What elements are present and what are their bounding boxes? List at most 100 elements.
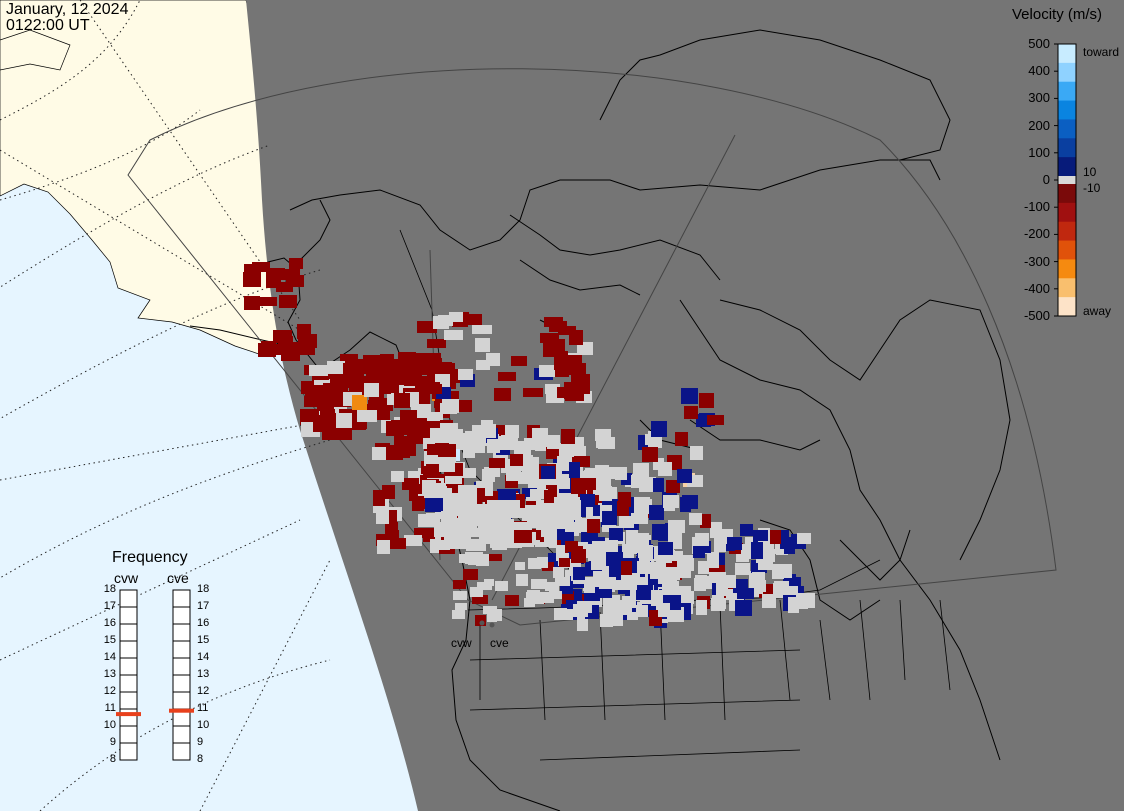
scatter-cell [668, 520, 685, 533]
scatter-cell [555, 577, 570, 586]
scatter-cell [463, 569, 478, 580]
scatter-cell [569, 462, 580, 478]
scatter-cell [486, 353, 500, 366]
scatter-cell [557, 456, 572, 472]
scatter-cell [699, 393, 714, 408]
colorbar-tick-label: 400 [1028, 63, 1050, 79]
scatter-cell [621, 561, 632, 575]
scatter-cell [528, 558, 541, 569]
scatter-cell [334, 428, 352, 440]
scatter-cell [615, 467, 627, 480]
radar-site-marker [489, 622, 495, 628]
frequency-tick-label: 18 [103, 583, 116, 595]
colorbar-swatch-zero [1058, 176, 1076, 184]
scatter-cell [541, 466, 555, 479]
scatter-cell [286, 275, 304, 287]
scatter-cell [448, 429, 463, 443]
scatter-cell [571, 478, 586, 494]
scatter-cell [762, 594, 776, 608]
scatter-cell [391, 471, 404, 482]
scatter-cell [404, 535, 422, 546]
scatter-cell [462, 314, 482, 325]
scatter-cell [452, 610, 465, 619]
scatter-cell [559, 558, 570, 567]
frequency-tick-label: 15 [103, 634, 116, 646]
scatter-cell [525, 505, 542, 518]
scatter-cell [510, 454, 523, 466]
scatter-cell [472, 325, 492, 334]
scatter-cell [696, 600, 707, 615]
scatter-cell [491, 609, 502, 621]
scatter-cell [609, 528, 623, 541]
colorbar-swatch-away [1058, 184, 1076, 204]
scatter-cell [631, 513, 648, 524]
scatter-cell [392, 368, 408, 383]
scatter-cell [492, 537, 507, 550]
site-label-cve: cve [490, 636, 509, 650]
scatter-cell [427, 358, 442, 368]
scatter-cell [595, 587, 612, 598]
scatter-cell [554, 608, 567, 620]
scatter-cell [515, 562, 525, 570]
colorbar-plus-threshold: 10 [1083, 165, 1097, 179]
scatter-cell [252, 262, 270, 272]
frequency-tick-label: 18 [197, 583, 210, 595]
scatter-cell [545, 384, 560, 394]
scatter-cell [475, 338, 490, 352]
frequency-tick-label: 12 [197, 685, 210, 697]
scatter-cell [414, 528, 430, 538]
scatter-cell [564, 382, 581, 399]
scatter-cell [459, 468, 476, 478]
scatter-cell [558, 326, 576, 335]
scatter-cell [450, 438, 466, 449]
coastline [519, 259, 641, 296]
scatter-cell [698, 561, 709, 574]
scatter-cell [714, 537, 726, 552]
scatter-cell [484, 467, 500, 477]
scatter-cell [472, 595, 488, 604]
scatter-cell [545, 517, 564, 528]
coastline [509, 214, 721, 281]
scatter-cell [461, 526, 477, 534]
colorbar-swatch-toward [1058, 119, 1076, 139]
scatter-cell [289, 258, 303, 269]
colorbar-swatch-toward [1058, 81, 1076, 102]
scatter-cell [258, 343, 276, 357]
scatter-cell [284, 269, 300, 280]
frequency-radar-cvw-label: cvw [114, 570, 139, 586]
scatter-cell [550, 529, 565, 540]
scatter-cell [577, 342, 593, 355]
scatter-cell [637, 538, 649, 552]
scatter-cell [442, 399, 459, 413]
colorbar-swatch-away [1058, 259, 1076, 279]
scatter-cell [445, 473, 462, 484]
colorbar-tick-label: -100 [1023, 199, 1050, 215]
scatter-cell [622, 544, 634, 558]
scatter-cell [770, 530, 781, 544]
date-label: January, 12 2024 [6, 1, 129, 18]
scatter-cell [412, 363, 432, 375]
scatter-cell [465, 431, 481, 446]
frequency-radar-cve-label: cve [167, 570, 189, 586]
scatter-cell [740, 524, 753, 536]
scatter-cell [429, 483, 446, 498]
frequency-tick-label: 9 [109, 736, 116, 748]
scatter-cell [390, 538, 406, 549]
scatter-cell [413, 376, 432, 387]
scatter-cell [402, 478, 419, 490]
scatter-cell [773, 583, 788, 598]
colorbar-minus-threshold: -10 [1083, 181, 1101, 195]
scatter-cell [636, 585, 653, 600]
scatter-cell [516, 574, 528, 586]
latitude-line [39, 659, 331, 811]
scatter-cell [527, 590, 540, 600]
scatter-cell [565, 355, 582, 375]
scatter-cell [372, 447, 386, 460]
scatter-cell [385, 522, 398, 534]
scatter-cell [677, 469, 692, 483]
scatter-cell [666, 480, 680, 493]
scatter-cell [427, 339, 446, 348]
scatter-cell [577, 615, 588, 631]
coastline [839, 529, 911, 581]
scatter-cell [633, 463, 649, 480]
